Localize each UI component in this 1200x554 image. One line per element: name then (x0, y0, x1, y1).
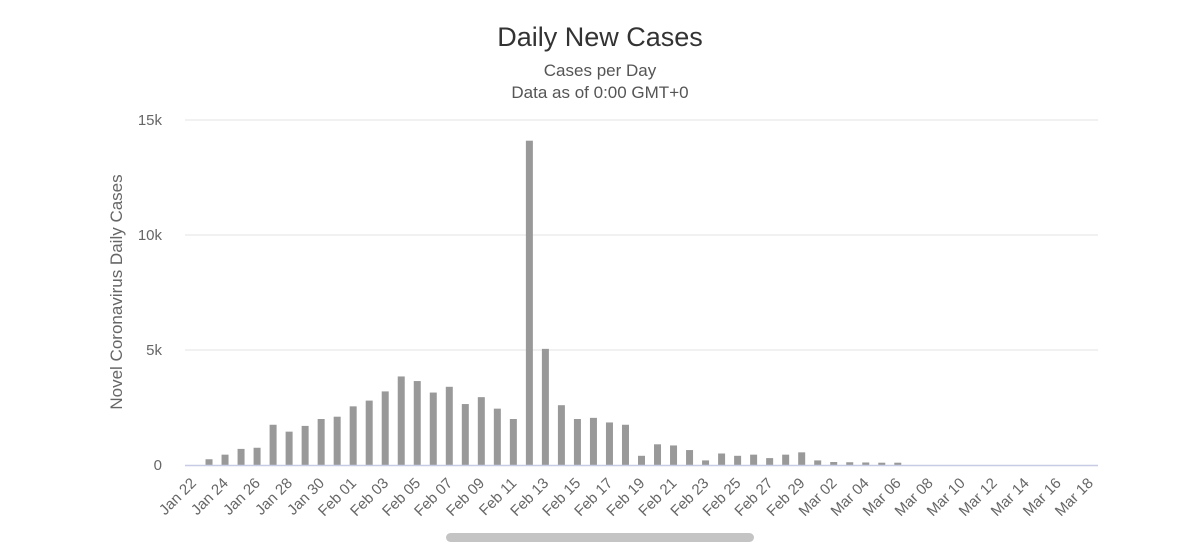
bar (269, 424, 277, 465)
bar (221, 454, 229, 465)
bar (301, 425, 309, 465)
bar (670, 445, 678, 465)
bar (846, 462, 854, 465)
bar (654, 444, 662, 465)
chart-subtitle-date: Data as of 0:00 GMT+0 (511, 83, 688, 102)
bar (621, 424, 629, 465)
y-tick-label: 0 (154, 457, 162, 474)
bar (573, 419, 581, 465)
bar (237, 448, 245, 465)
bar (894, 462, 902, 465)
bar (734, 455, 742, 465)
bar (702, 460, 710, 465)
y-tick-label: 15k (138, 112, 163, 129)
bar (365, 400, 373, 465)
bar (509, 419, 517, 465)
bar (525, 140, 533, 465)
y-axis-ticks: 0 5k 10k 15k (138, 112, 163, 474)
y-tick-label: 10k (138, 227, 163, 244)
bar (253, 447, 261, 465)
bar (638, 455, 645, 465)
bar (830, 462, 838, 465)
bar (493, 408, 501, 465)
bar (477, 397, 485, 465)
bar (285, 431, 293, 465)
bar (205, 459, 213, 465)
y-axis-title: Novel Coronavirus Daily Cases (107, 174, 126, 409)
bar (397, 376, 405, 465)
bar (718, 453, 726, 465)
bar (429, 392, 437, 465)
bar (557, 405, 565, 465)
bars (205, 140, 902, 465)
bar (862, 462, 870, 465)
bar (589, 417, 597, 465)
bar (782, 454, 790, 465)
bar (605, 422, 613, 465)
bar (814, 460, 822, 465)
bar (541, 348, 549, 465)
gridlines (185, 119, 1098, 351)
bar (317, 419, 325, 465)
bar (381, 391, 389, 465)
chart-title: Daily New Cases (497, 22, 703, 52)
chart-scrollbar[interactable] (446, 533, 754, 542)
bar (798, 452, 806, 465)
bar (750, 454, 758, 465)
bar (445, 386, 453, 465)
y-tick-label: 5k (146, 342, 162, 359)
bar (878, 462, 886, 465)
bar (686, 450, 694, 465)
bar (349, 406, 357, 465)
bar (413, 381, 421, 465)
bar (333, 416, 341, 465)
bar (766, 458, 774, 465)
chart-subtitle: Cases per Day (544, 61, 657, 80)
bar (461, 404, 469, 465)
